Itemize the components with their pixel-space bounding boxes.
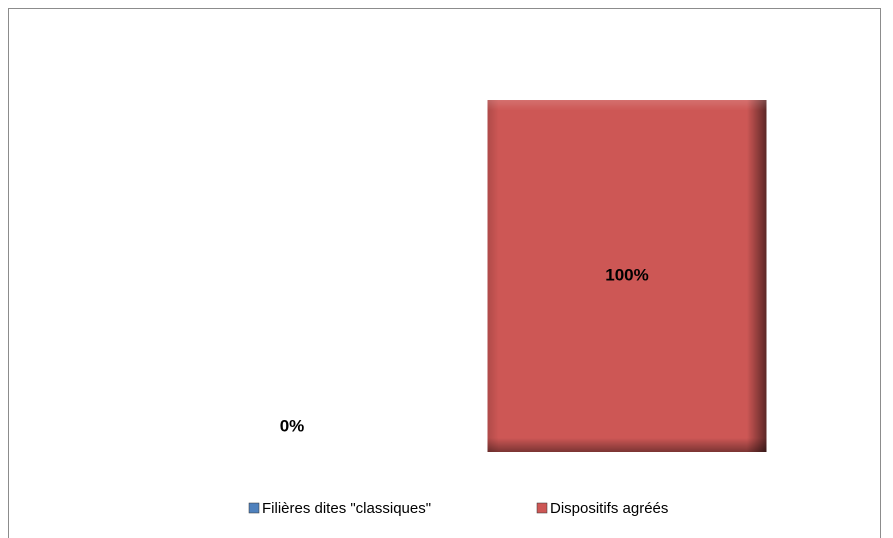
legend-label: Filières dites "classiques": [262, 500, 431, 517]
legend-swatch: [248, 502, 260, 514]
legend-label: Dispositifs agréés: [550, 500, 668, 517]
data-label: 100%: [605, 265, 648, 284]
bar-bevel: [487, 100, 767, 452]
chart-border: [8, 8, 881, 538]
legend-swatch: [536, 502, 548, 514]
data-label: 0%: [280, 416, 305, 435]
